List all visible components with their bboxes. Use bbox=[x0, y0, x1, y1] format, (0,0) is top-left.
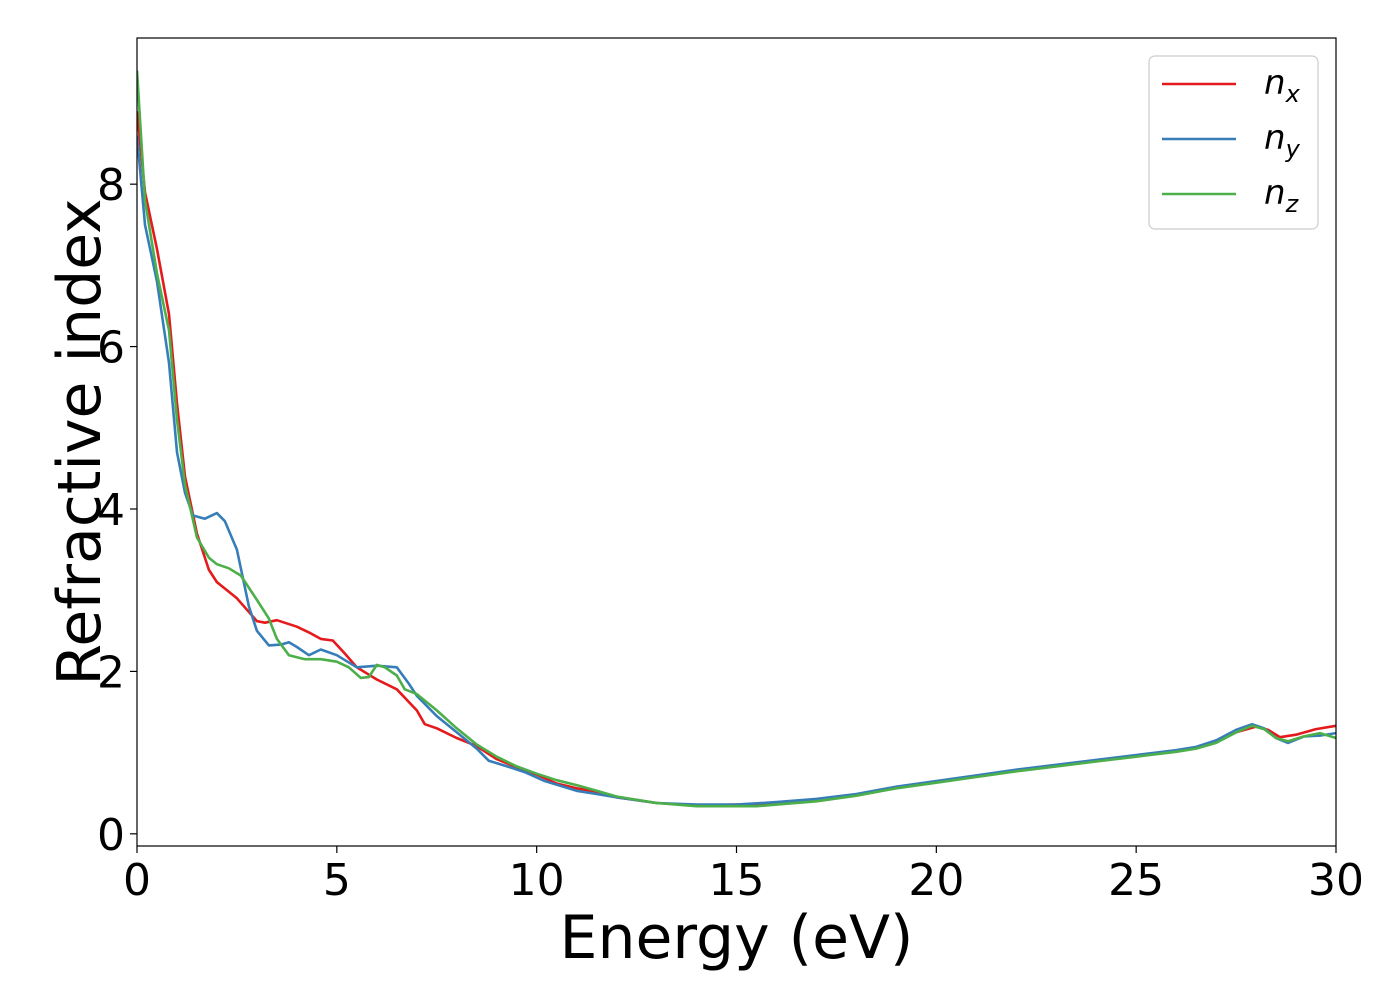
y-tick-label: 6 bbox=[97, 323, 125, 374]
x-tick-label: 30 bbox=[1308, 855, 1364, 906]
y-tick-label: 2 bbox=[97, 647, 125, 698]
series-layer bbox=[137, 70, 1336, 808]
x-tick-label: 0 bbox=[123, 855, 151, 906]
legend-box bbox=[1148, 55, 1319, 230]
x-tick-label: 5 bbox=[323, 855, 351, 906]
x-axis: 0 5 10 15 20 25 30 bbox=[123, 846, 1364, 906]
x-tick-label: 25 bbox=[1108, 855, 1164, 906]
x-tick-label: 15 bbox=[709, 855, 765, 906]
y-axis-title: Refractive index bbox=[45, 198, 115, 685]
x-axis-title: Energy (eV) bbox=[560, 903, 914, 973]
series-line-nz bbox=[137, 70, 1336, 808]
legend-label-nx: nx bbox=[1264, 63, 1301, 108]
series-line-ny bbox=[137, 135, 1336, 806]
legend-label-nz: nz bbox=[1264, 173, 1300, 218]
x-tick-label: 10 bbox=[509, 855, 565, 906]
x-tick-label: 20 bbox=[908, 855, 964, 906]
y-tick-label: 4 bbox=[97, 485, 125, 536]
y-tick-label: 8 bbox=[97, 160, 125, 211]
y-tick-label: 0 bbox=[97, 810, 125, 861]
legend-label-ny: ny bbox=[1264, 118, 1301, 163]
legend: nx ny nz bbox=[1148, 55, 1319, 230]
y-axis: 0 2 4 6 8 bbox=[97, 160, 137, 861]
